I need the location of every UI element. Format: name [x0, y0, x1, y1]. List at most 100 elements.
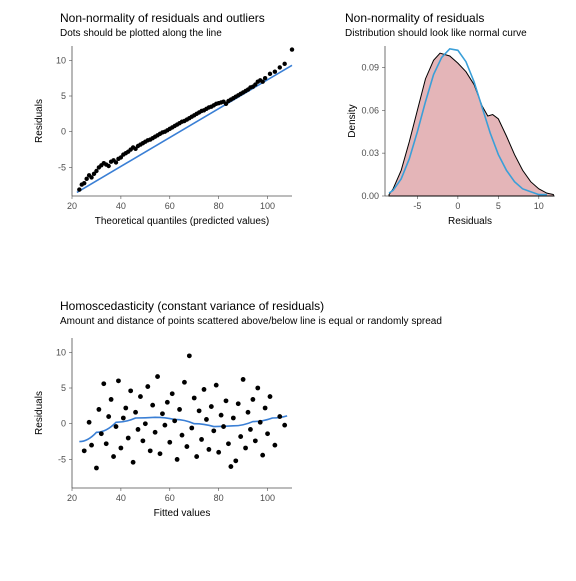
y-tick-label: 5: [61, 91, 66, 101]
resid-point: [106, 414, 111, 419]
resid-point: [255, 386, 260, 391]
resid-point: [172, 418, 177, 423]
resid-point: [133, 410, 138, 415]
panel-subtitle: Dots should be plotted along the line: [60, 28, 222, 39]
resid-point: [238, 434, 243, 439]
x-tick-label: 20: [67, 493, 77, 503]
y-tick-label: 0.06: [361, 105, 379, 115]
resid-point: [260, 453, 265, 458]
resid-point: [89, 443, 94, 448]
x-tick-label: 0: [455, 201, 460, 211]
qq-point: [89, 175, 93, 179]
resid-point: [214, 383, 219, 388]
resid-point: [265, 431, 270, 436]
resid-point: [175, 457, 180, 462]
resid-point: [263, 406, 268, 411]
y-tick-label: 0.09: [361, 62, 379, 72]
y-tick-label: 0: [61, 419, 66, 429]
y-tick-label: 10: [56, 55, 66, 65]
resid-point: [282, 423, 287, 428]
resid-point: [136, 427, 141, 432]
x-tick-label: 60: [165, 493, 175, 503]
y-label: Density: [347, 104, 358, 137]
qq-point: [282, 62, 286, 66]
qq-point: [106, 164, 110, 168]
x-tick-label: 100: [260, 201, 275, 211]
y-tick-label: 5: [61, 383, 66, 393]
y-tick-label: -5: [58, 162, 66, 172]
qq-point: [290, 47, 294, 51]
x-tick-label: 40: [116, 201, 126, 211]
resid-point: [99, 431, 104, 436]
resid-point: [253, 438, 258, 443]
resid-point: [199, 437, 204, 442]
resid-point: [206, 447, 211, 452]
resid-point: [145, 384, 150, 389]
resid-point: [194, 454, 199, 459]
resid-point: [272, 443, 277, 448]
x-tick-label: 100: [260, 493, 275, 503]
resid-point: [277, 414, 282, 419]
resid-point: [233, 458, 238, 463]
resid-point: [177, 407, 182, 412]
resid-point: [224, 398, 229, 403]
resid-point: [162, 423, 167, 428]
qq-point: [94, 169, 98, 173]
resid-point: [96, 407, 101, 412]
resid-point: [204, 417, 209, 422]
resid-point: [101, 381, 106, 386]
resid-point: [211, 428, 216, 433]
resid-point: [143, 421, 148, 426]
resid-point: [184, 444, 189, 449]
resid-point: [226, 441, 231, 446]
y-tick-label: 0.00: [361, 191, 379, 201]
resid-point: [148, 448, 153, 453]
resid-point: [87, 420, 92, 425]
qq-point: [263, 76, 267, 80]
resid-point: [109, 397, 114, 402]
x-tick-label: 80: [214, 493, 224, 503]
resid-point: [131, 460, 136, 465]
resid-point: [94, 466, 99, 471]
qq-point: [114, 160, 118, 164]
x-tick-label: 40: [116, 493, 126, 503]
x-tick-label: 10: [534, 201, 544, 211]
resid-point: [116, 378, 121, 383]
resid-point: [140, 438, 145, 443]
resid-point: [246, 410, 251, 415]
resid-point: [153, 430, 158, 435]
resid-point: [209, 404, 214, 409]
panel-title: Homoscedasticity (constant variance of r…: [60, 299, 324, 313]
x-tick-label: 60: [165, 201, 175, 211]
qq-point: [278, 65, 282, 69]
qq: Non-normality of residuals and outliersD…: [34, 11, 294, 227]
resid-point: [126, 436, 131, 441]
panel-subtitle: Amount and distance of points scattered …: [60, 316, 442, 327]
resid-point: [158, 451, 163, 456]
resid-point: [241, 377, 246, 382]
y-tick-label: 0: [61, 127, 66, 137]
qq-point: [84, 177, 88, 181]
resid-point: [138, 394, 143, 399]
plot-area: [72, 338, 292, 488]
density: Non-normality of residualsDistribution s…: [345, 11, 555, 227]
resid-point: [170, 391, 175, 396]
x-label: Fitted values: [154, 508, 211, 519]
resid-point: [236, 401, 241, 406]
resid-point: [104, 441, 109, 446]
resid-point: [165, 400, 170, 405]
x-tick-label: 80: [214, 201, 224, 211]
x-label: Residuals: [448, 216, 492, 227]
homo: Homoscedasticity (constant variance of r…: [34, 299, 442, 519]
resid-point: [121, 416, 126, 421]
resid-point: [192, 396, 197, 401]
resid-point: [216, 450, 221, 455]
resid-point: [128, 388, 133, 393]
resid-point: [167, 440, 172, 445]
resid-point: [187, 353, 192, 358]
x-tick-label: 20: [67, 201, 77, 211]
qq-point: [260, 80, 264, 84]
qq-point: [273, 70, 277, 74]
resid-point: [114, 424, 119, 429]
resid-point: [155, 374, 160, 379]
